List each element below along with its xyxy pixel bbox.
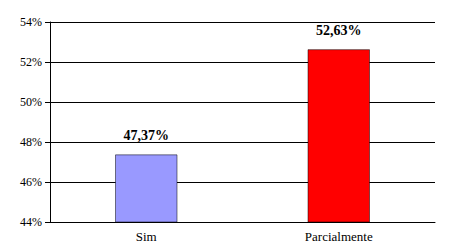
svg-text:Parcialmente: Parcialmente (305, 229, 373, 244)
svg-text:46%: 46% (20, 175, 42, 189)
svg-text:54%: 54% (20, 15, 42, 29)
svg-text:50%: 50% (20, 95, 42, 109)
svg-text:48%: 48% (20, 135, 42, 149)
svg-text:47,37%: 47,37% (124, 128, 170, 143)
svg-text:Sim: Sim (136, 229, 157, 244)
svg-text:52,63%: 52,63% (316, 23, 362, 38)
svg-text:44%: 44% (20, 215, 42, 229)
svg-text:52%: 52% (20, 55, 42, 69)
